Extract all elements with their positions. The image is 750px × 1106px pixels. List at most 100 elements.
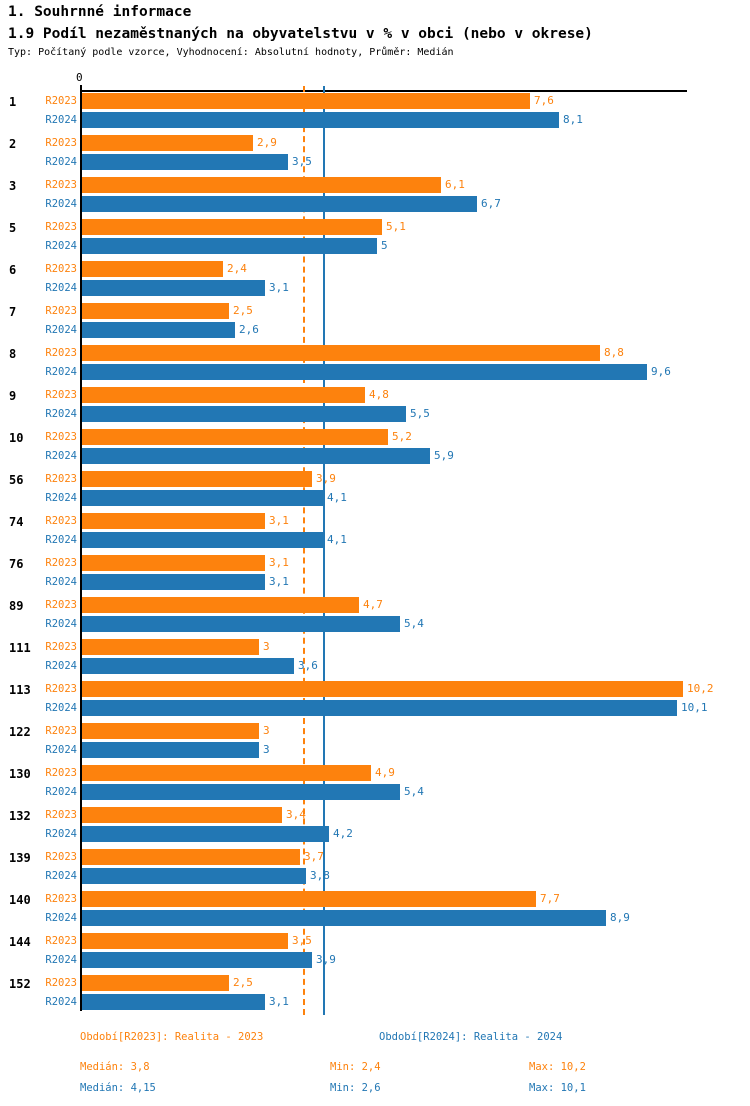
bar-value-r2023: 6,1: [445, 178, 465, 191]
bar-value-r2024: 4,1: [327, 533, 347, 546]
bar-value-r2024: 3: [263, 743, 270, 756]
legend-period-r2024: Období[R2024]: Realita - 2024: [379, 1031, 563, 1043]
bar-r2024: [82, 532, 323, 548]
bar-value-r2023: 3,7: [304, 850, 324, 863]
median-line-r2023: [302, 86, 305, 1015]
bar-value-r2024: 8,9: [610, 911, 630, 924]
row-category-label: 122: [9, 725, 31, 739]
bar-value-r2024: 4,1: [327, 491, 347, 504]
row-category-label: 130: [9, 767, 31, 781]
bar-value-r2023: 4,8: [369, 388, 389, 401]
bar-value-r2024: 10,1: [681, 701, 708, 714]
bar-r2023: [82, 135, 253, 151]
bar-value-r2023: 3,1: [269, 514, 289, 527]
series-label-r2024: R2024: [45, 408, 77, 420]
series-label-r2024: R2024: [45, 492, 77, 504]
series-label-r2024: R2024: [45, 156, 77, 168]
series-label-r2024: R2024: [45, 450, 77, 462]
series-label-r2024: R2024: [45, 618, 77, 630]
bar-value-r2023: 2,5: [233, 304, 253, 317]
legend-period-r2023: Období[R2023]: Realita - 2023: [80, 1031, 264, 1043]
row-category-label: 74: [9, 515, 24, 529]
series-label-r2023: R2023: [45, 347, 77, 359]
bar-r2024: [82, 322, 235, 338]
series-label-r2023: R2023: [45, 95, 77, 107]
bar-r2024: [82, 952, 312, 968]
bar-value-r2024: 5,4: [404, 617, 424, 630]
series-label-r2024: R2024: [45, 912, 77, 924]
axis-zero-label: 0: [76, 71, 83, 84]
chart-meta: Typ: Počítaný podle vzorce, Vyhodnocení:…: [8, 47, 454, 58]
bar-value-r2023: 7,7: [540, 892, 560, 905]
legend-median-r2024: Medián: 4,15: [80, 1082, 156, 1094]
y-axis-line: [80, 90, 82, 1011]
row-category-label: 76: [9, 557, 24, 571]
bar-value-r2023: 4,9: [375, 766, 395, 779]
series-label-r2023: R2023: [45, 305, 77, 317]
bar-value-r2023: 7,6: [534, 94, 554, 107]
series-label-r2024: R2024: [45, 576, 77, 588]
bar-r2023: [82, 303, 229, 319]
series-label-r2023: R2023: [45, 179, 77, 191]
legend-max-r2024: Max: 10,1: [529, 1082, 586, 1094]
bar-r2023: [82, 975, 229, 991]
bar-r2024: [82, 868, 306, 884]
bar-value-r2023: 3,9: [316, 472, 336, 485]
bar-value-r2024: 2,6: [239, 323, 259, 336]
bar-r2023: [82, 765, 371, 781]
bar-value-r2023: 5,1: [386, 220, 406, 233]
bar-value-r2024: 4,2: [333, 827, 353, 840]
bar-r2023: [82, 933, 288, 949]
bar-value-r2024: 9,6: [651, 365, 671, 378]
bar-r2024: [82, 238, 377, 254]
row-category-label: 139: [9, 851, 31, 865]
legend-min-r2023: Min: 2,4: [330, 1061, 381, 1073]
bar-r2023: [82, 597, 359, 613]
bar-r2023: [82, 177, 441, 193]
row-category-label: 132: [9, 809, 31, 823]
row-category-label: 2: [9, 137, 17, 151]
bar-r2024: [82, 574, 265, 590]
row-category-label: 10: [9, 431, 24, 445]
series-label-r2023: R2023: [45, 683, 77, 695]
bar-r2024: [82, 994, 265, 1010]
bar-r2024: [82, 112, 559, 128]
bar-r2024: [82, 364, 647, 380]
row-category-label: 152: [9, 977, 31, 991]
series-label-r2024: R2024: [45, 240, 77, 252]
series-label-r2024: R2024: [45, 660, 77, 672]
row-category-label: 6: [9, 263, 17, 277]
series-label-r2023: R2023: [45, 767, 77, 779]
series-label-r2023: R2023: [45, 263, 77, 275]
bar-value-r2024: 3,5: [292, 155, 312, 168]
bar-r2023: [82, 681, 683, 697]
bar-r2024: [82, 448, 430, 464]
bar-value-r2023: 5,2: [392, 430, 412, 443]
bar-r2023: [82, 345, 600, 361]
bar-r2024: [82, 406, 406, 422]
bar-value-r2024: 5: [381, 239, 388, 252]
series-label-r2023: R2023: [45, 137, 77, 149]
bar-value-r2023: 3,4: [286, 808, 306, 821]
row-category-label: 140: [9, 893, 31, 907]
series-label-r2024: R2024: [45, 198, 77, 210]
bar-r2023: [82, 219, 382, 235]
bar-value-r2023: 3: [263, 724, 270, 737]
bar-r2023: [82, 429, 388, 445]
bar-value-r2024: 5,9: [434, 449, 454, 462]
bar-value-r2023: 3,1: [269, 556, 289, 569]
series-label-r2023: R2023: [45, 515, 77, 527]
bar-r2024: [82, 826, 329, 842]
row-category-label: 8: [9, 347, 17, 361]
series-label-r2023: R2023: [45, 473, 77, 485]
bar-value-r2023: 10,2: [687, 682, 714, 695]
series-label-r2024: R2024: [45, 828, 77, 840]
series-label-r2023: R2023: [45, 893, 77, 905]
page-title: 1. Souhrnné informace: [8, 4, 192, 20]
series-label-r2023: R2023: [45, 221, 77, 233]
bar-r2023: [82, 261, 223, 277]
series-label-r2023: R2023: [45, 809, 77, 821]
median-line-r2024: [323, 86, 326, 1015]
row-category-label: 9: [9, 389, 17, 403]
